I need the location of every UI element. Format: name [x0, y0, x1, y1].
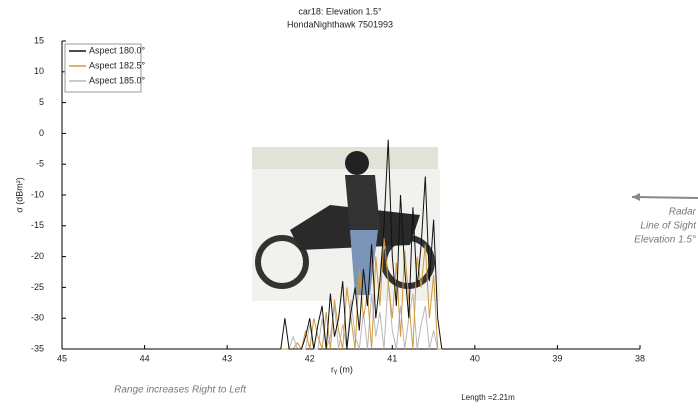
annotation: Range increases Right to Left: [114, 385, 247, 396]
annotation: Length =2.21m: [461, 393, 515, 402]
x-tick-label: 42: [305, 353, 315, 363]
annotation: Radar: [669, 207, 697, 218]
arrow: [631, 196, 698, 199]
legend-label: Aspect 185.0°: [89, 75, 146, 85]
legend-label: Aspect 182.5°: [89, 60, 146, 70]
x-tick-label: 43: [222, 353, 232, 363]
arrow-head: [632, 193, 640, 201]
annotation: Line of Sight: [640, 221, 697, 232]
series-line: [280, 281, 442, 350]
chart-title: car18: Elevation 1.5°: [298, 6, 382, 16]
legend: [64, 43, 142, 93]
y-tick-label: -10: [31, 189, 44, 199]
y-tick-label: -20: [31, 251, 44, 261]
y-tick-label: 10: [34, 66, 44, 76]
y-axis-label: σ (dBm²): [14, 177, 24, 213]
photo: [252, 147, 440, 301]
annotation: Elevation 1.5°: [634, 235, 696, 246]
y-tick-label: -30: [31, 313, 44, 323]
x-tick-label: 44: [140, 353, 150, 363]
series-line: [280, 139, 443, 350]
x-axis-label: rᵧ (m): [331, 364, 353, 374]
y-tick-label: 0: [39, 128, 44, 138]
x-tick-label: 38: [635, 353, 645, 363]
y-tick-label: -5: [36, 159, 44, 169]
chart-title: HondaNighthawk 7501993: [287, 19, 393, 29]
x-tick-label: 39: [552, 353, 562, 363]
x-tick-label: 45: [57, 353, 67, 363]
y-tick-label: 5: [39, 97, 44, 107]
x-tick-label: 41: [387, 353, 397, 363]
y-tick-label: 15: [34, 35, 44, 45]
legend-label: Aspect 180.0°: [89, 45, 146, 55]
y-tick-label: -15: [31, 220, 44, 230]
y-tick-label: -25: [31, 282, 44, 292]
y-tick-label: -35: [31, 343, 44, 353]
x-tick-label: 40: [470, 353, 480, 363]
